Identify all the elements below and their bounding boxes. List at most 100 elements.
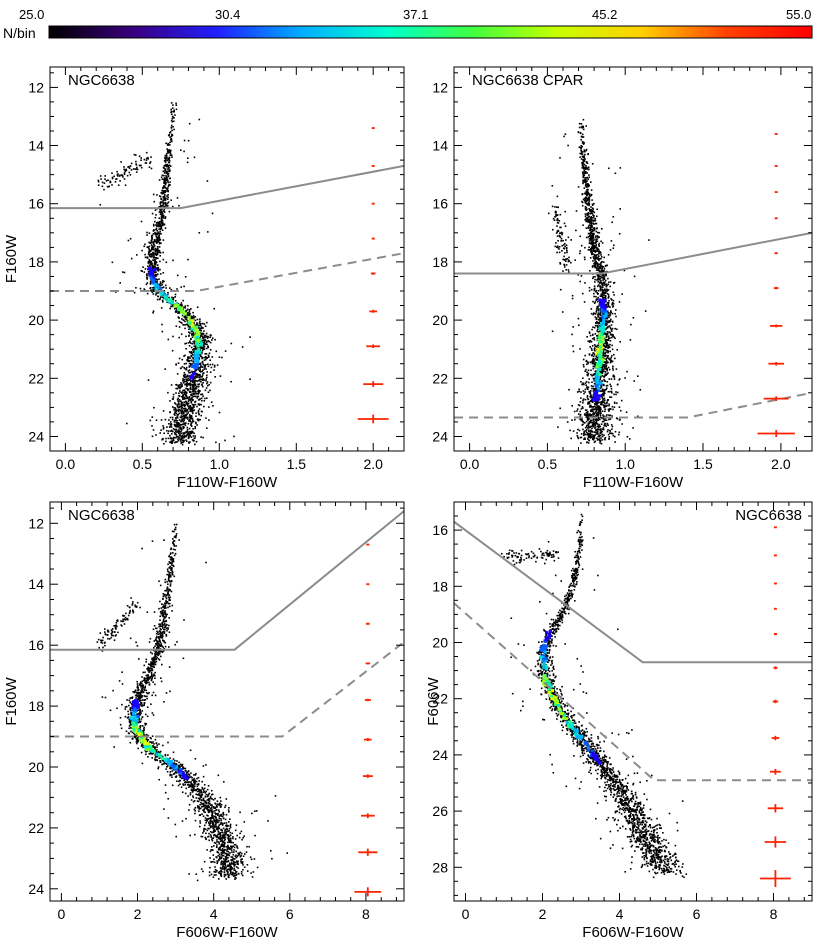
star-point xyxy=(592,248,595,250)
star-point xyxy=(589,218,591,220)
star-point xyxy=(632,427,634,429)
star-point xyxy=(606,306,609,308)
star-point xyxy=(147,265,149,268)
star-point xyxy=(588,174,590,176)
star-point xyxy=(601,420,604,423)
star-point xyxy=(576,410,578,412)
star-point xyxy=(558,235,561,238)
star-point xyxy=(149,261,151,264)
star-point xyxy=(602,282,605,285)
star-point xyxy=(576,391,579,393)
star-point xyxy=(166,156,168,158)
star-point xyxy=(113,175,115,178)
star-point xyxy=(209,389,211,392)
star-point xyxy=(177,422,180,424)
star-point xyxy=(594,281,596,283)
star-point xyxy=(590,208,592,211)
star-point xyxy=(192,431,194,433)
star-point xyxy=(592,361,594,363)
star-point xyxy=(593,360,596,362)
star-point xyxy=(160,225,163,228)
star-point xyxy=(595,355,597,358)
star-point xyxy=(205,790,207,793)
star-point xyxy=(589,212,592,215)
star-point xyxy=(203,348,205,350)
star-point xyxy=(148,166,151,168)
star-point xyxy=(598,281,601,284)
star-point xyxy=(587,217,589,220)
star-point xyxy=(169,425,172,427)
star-point xyxy=(167,437,170,440)
star-point xyxy=(602,349,605,351)
star-point xyxy=(205,347,208,350)
star-point xyxy=(184,307,187,309)
star-point xyxy=(148,255,151,257)
star-point xyxy=(146,276,148,279)
star-point xyxy=(230,840,232,842)
star-point xyxy=(174,403,177,405)
star-point xyxy=(596,250,598,252)
star-point xyxy=(176,436,179,438)
star-point xyxy=(172,298,175,300)
star-point xyxy=(600,240,602,243)
error-bar xyxy=(371,164,375,167)
density-bin xyxy=(598,345,602,349)
star-point xyxy=(592,240,594,242)
star-point xyxy=(585,359,588,362)
star-point xyxy=(144,253,146,256)
star-point xyxy=(593,244,595,247)
star-point xyxy=(619,341,621,343)
star-point xyxy=(579,436,582,439)
star-point xyxy=(599,432,602,435)
star-point xyxy=(201,370,203,373)
star-point xyxy=(592,367,595,370)
star-point xyxy=(165,284,167,287)
density-bin xyxy=(599,348,603,352)
star-point xyxy=(199,374,201,377)
star-point xyxy=(163,197,166,199)
star-point xyxy=(229,865,231,867)
star-point xyxy=(188,360,191,362)
star-point xyxy=(593,292,595,295)
star-point xyxy=(588,238,591,240)
star-point xyxy=(185,411,187,413)
density-bin xyxy=(595,380,599,384)
star-point xyxy=(181,406,183,409)
density-bin xyxy=(198,338,202,342)
star-point xyxy=(175,437,177,439)
star-point xyxy=(595,422,597,425)
star-point xyxy=(187,324,189,327)
star-point xyxy=(202,363,204,366)
star-point xyxy=(587,436,590,439)
star-point xyxy=(189,340,191,342)
star-point xyxy=(165,172,168,175)
star-point xyxy=(588,201,590,204)
density-bin xyxy=(596,365,600,369)
star-point xyxy=(592,210,594,213)
star-point xyxy=(586,172,588,174)
star-point xyxy=(152,223,155,226)
star-point xyxy=(594,278,596,281)
star-point xyxy=(578,404,581,407)
star-point xyxy=(162,224,164,227)
star-point xyxy=(193,348,196,350)
star-point xyxy=(590,410,593,412)
star-point xyxy=(592,415,594,417)
star-point xyxy=(200,327,203,330)
star-point xyxy=(188,345,191,347)
star-point xyxy=(577,428,579,431)
star-point xyxy=(605,274,608,277)
star-point xyxy=(588,378,590,380)
star-point xyxy=(588,418,591,420)
star-point xyxy=(167,187,169,189)
star-point xyxy=(209,363,212,366)
plot-frame xyxy=(453,66,813,452)
star-point xyxy=(592,230,595,232)
star-point xyxy=(167,181,169,184)
star-point xyxy=(597,285,599,288)
density-bin xyxy=(596,347,600,351)
star-point xyxy=(161,211,163,214)
star-point xyxy=(560,237,563,240)
star-point xyxy=(590,242,592,245)
star-point xyxy=(559,288,562,291)
